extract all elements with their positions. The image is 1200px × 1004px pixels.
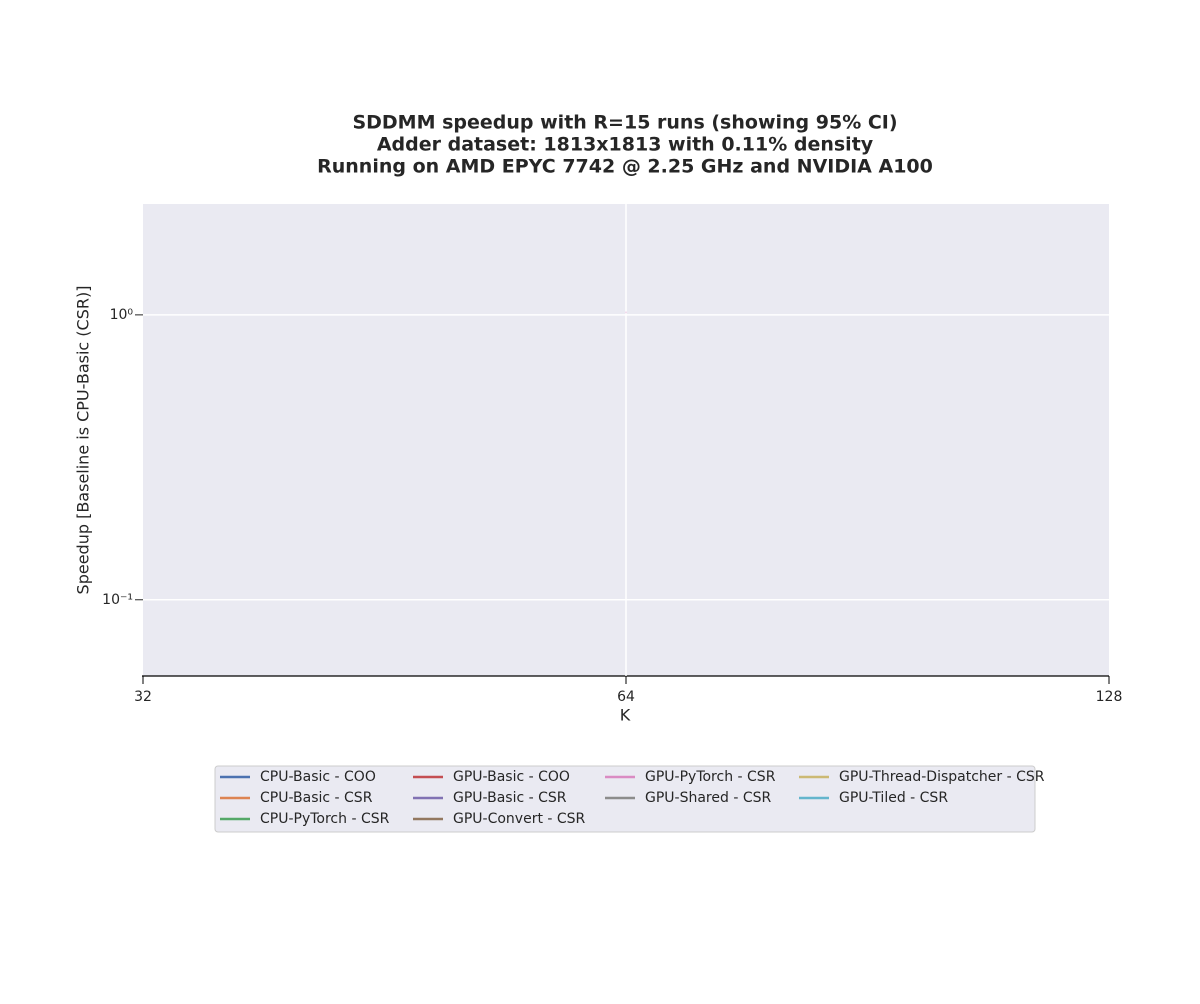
x-tick-label: 64 (617, 689, 635, 705)
y-axis-label: Speedup [Baseline is CPU-Basic (CSR)] (74, 286, 93, 595)
legend-label: GPU-Tiled - CSR (839, 790, 948, 806)
legend-label: GPU-PyTorch - CSR (645, 769, 776, 785)
y-tick-label: 10⁻¹ (102, 592, 133, 608)
y-tick-label: 10⁰ (110, 307, 134, 323)
x-axis-label: K (620, 706, 631, 725)
x-tick-label: 128 (1096, 689, 1123, 705)
x-tick-label: 32 (134, 689, 152, 705)
chart-title: Running on AMD EPYC 7742 @ 2.25 GHz and … (317, 156, 933, 178)
legend-label: CPU-PyTorch - CSR (260, 811, 390, 827)
legend-label: GPU-Shared - CSR (645, 790, 771, 806)
chart-title: Adder dataset: 1813x1813 with 0.11% dens… (377, 134, 874, 156)
legend-label: CPU-Basic - COO (260, 769, 376, 785)
chart-title: SDDMM speedup with R=15 runs (showing 95… (352, 112, 897, 134)
legend-label: GPU-Basic - COO (453, 769, 570, 785)
legend-label: GPU-Convert - CSR (453, 811, 586, 827)
legend-label: GPU-Basic - CSR (453, 790, 567, 806)
legend-label: CPU-Basic - CSR (260, 790, 373, 806)
legend-label: GPU-Thread-Dispatcher - CSR (839, 769, 1045, 785)
